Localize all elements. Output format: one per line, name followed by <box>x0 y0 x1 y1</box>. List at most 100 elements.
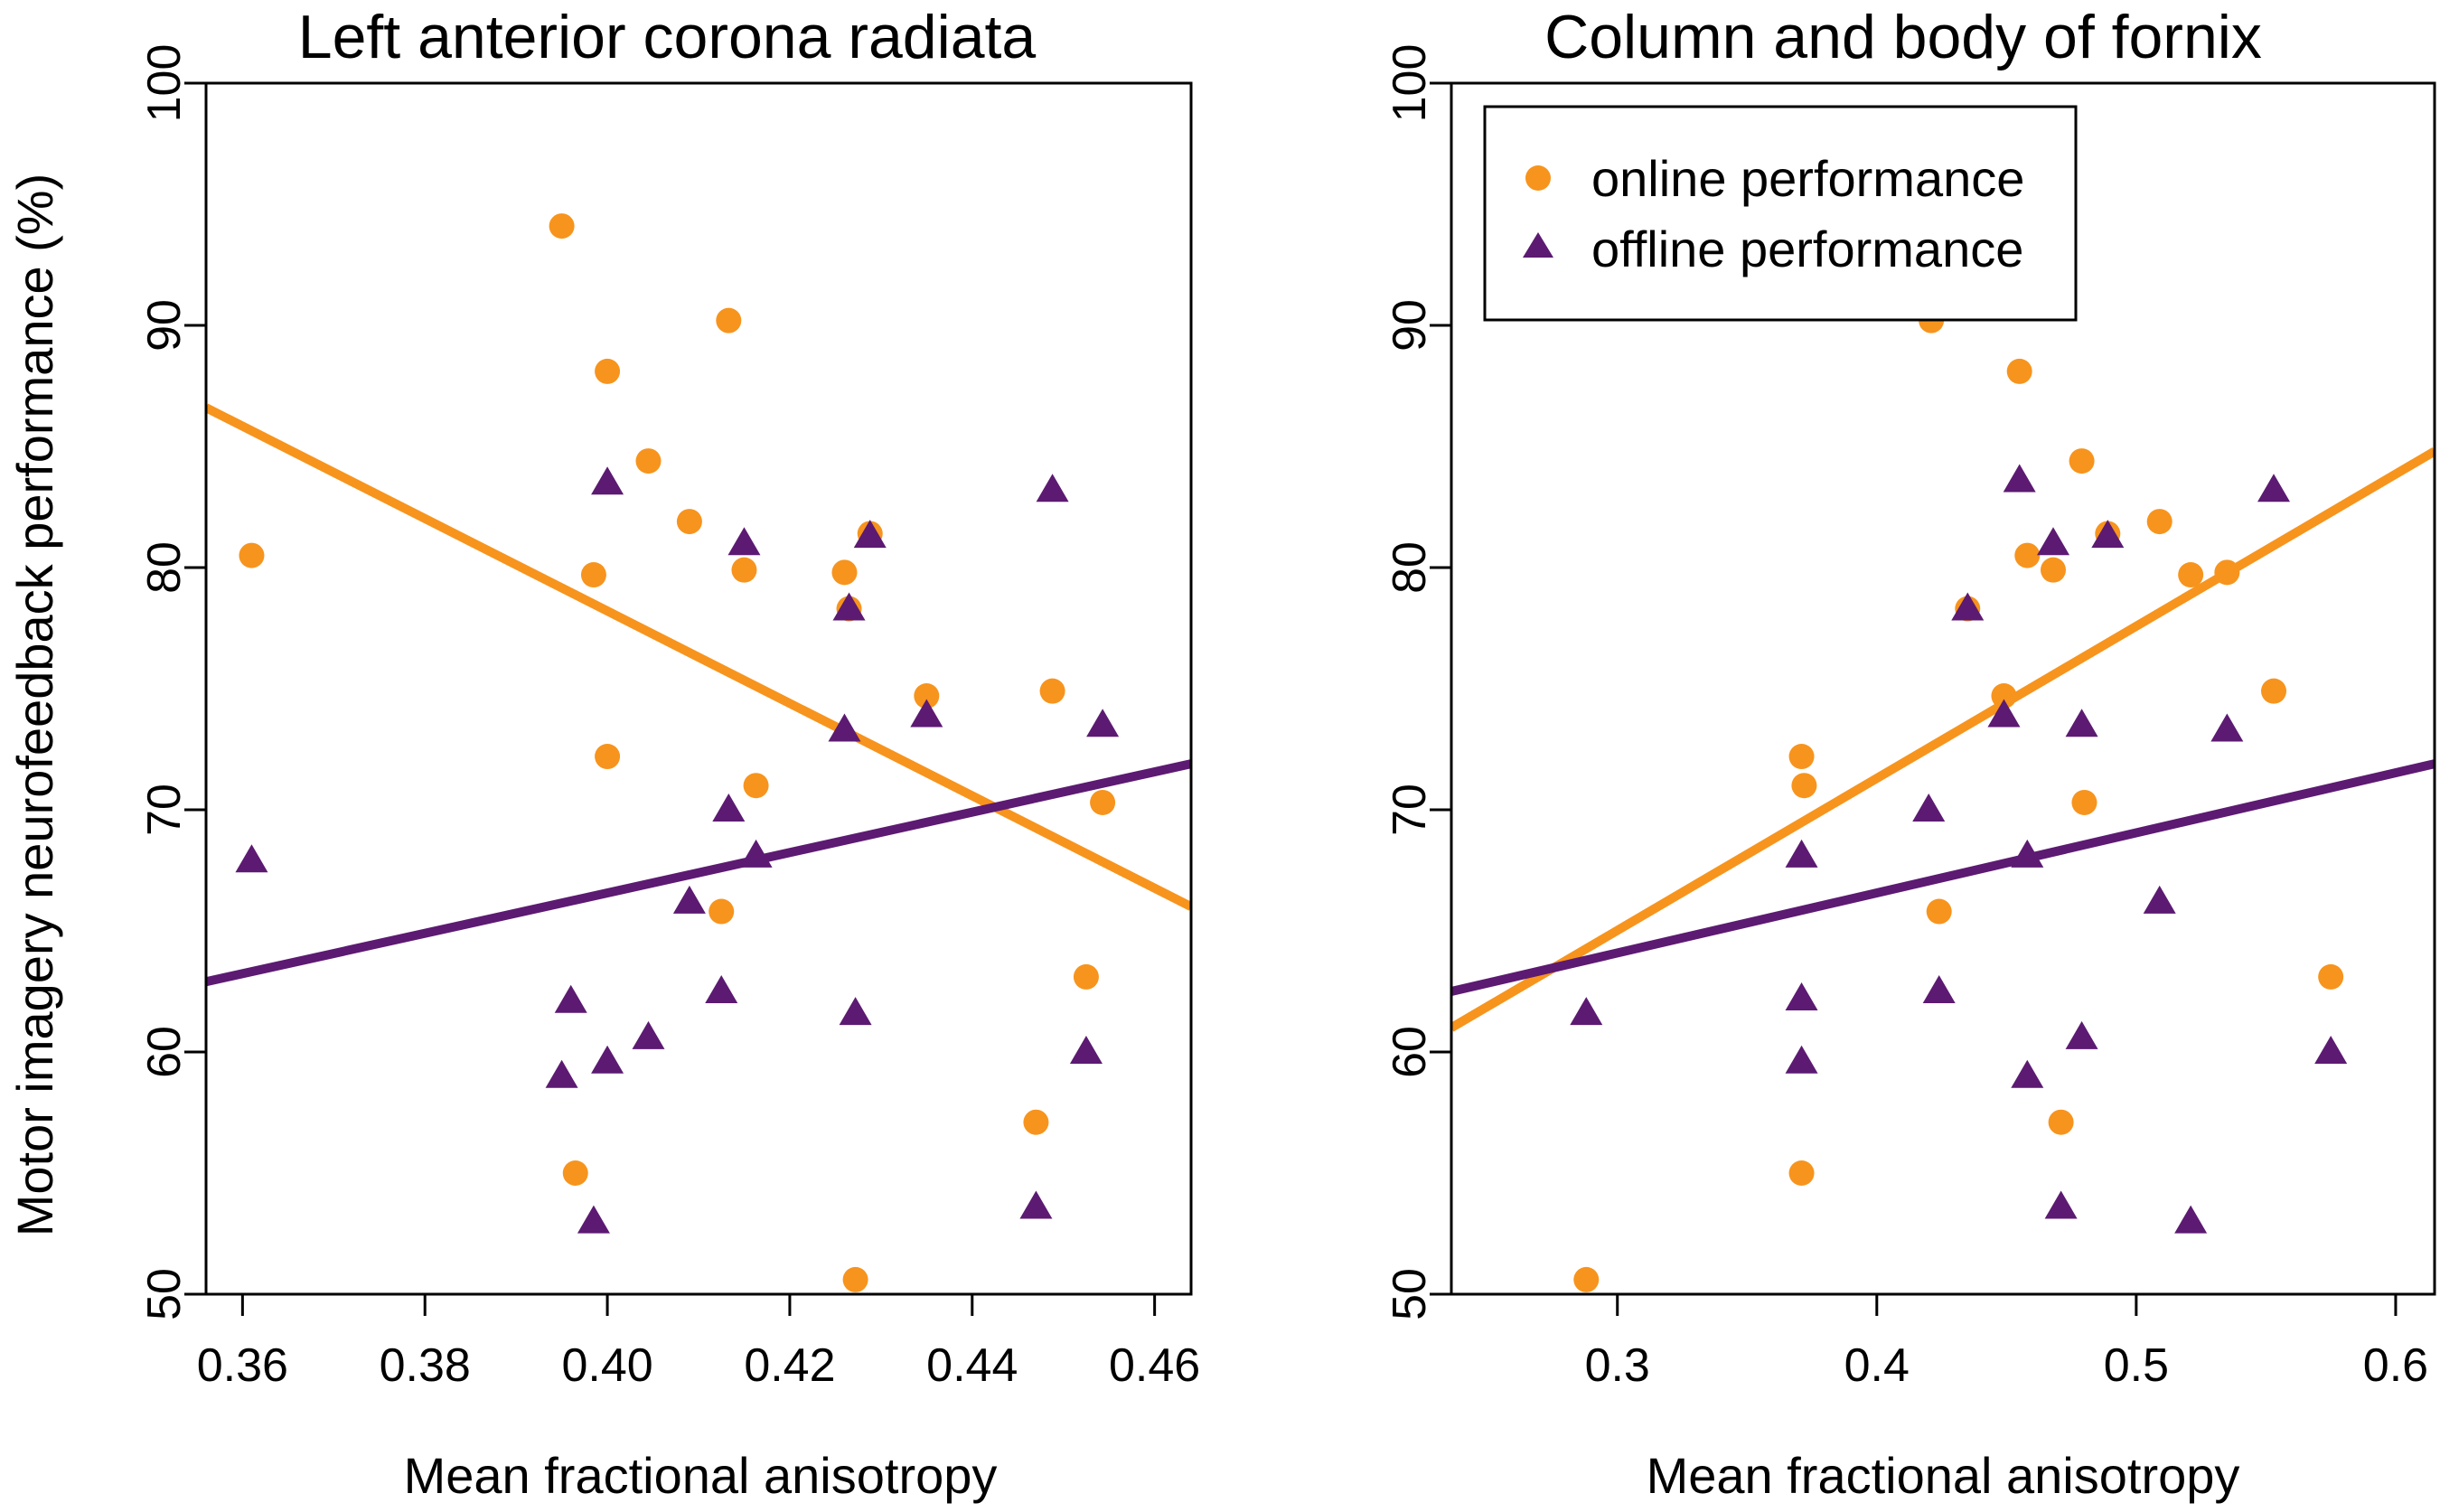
online-fit-line <box>206 403 1191 911</box>
online-point <box>1926 898 1952 925</box>
offline-point <box>1951 592 1985 621</box>
legend-online-label: online performance <box>1591 150 2024 207</box>
y-tick-label: 60 <box>1384 1026 1436 1078</box>
online-point <box>1039 678 1065 704</box>
online-point <box>1073 963 1099 990</box>
x-tick-label: 0.4 <box>1844 1339 1910 1392</box>
online-point <box>1788 744 1815 770</box>
online-point <box>914 683 940 709</box>
legend: online performance offline performance <box>1483 105 2078 322</box>
plot-marks <box>1451 307 2435 1292</box>
online-point <box>716 307 742 333</box>
panel-title: Column and body of fornix <box>1544 3 2262 71</box>
online-point <box>595 744 621 770</box>
offline-point <box>910 699 943 728</box>
online-point <box>1788 1160 1815 1186</box>
online-point <box>1090 789 1116 815</box>
online-point <box>709 898 735 925</box>
panel-left-anterior-corona-radiata: Left anterior corona radiata 0.36 0.38 0.4… <box>138 3 1200 1504</box>
offline-point <box>632 1020 665 1049</box>
offline-point <box>2143 885 2176 914</box>
online-point <box>2006 358 2032 384</box>
online-point <box>2048 1109 2074 1135</box>
online-point <box>239 542 265 568</box>
y-tick-label: 90 <box>1384 299 1436 352</box>
offline-point <box>545 1059 578 1088</box>
y-axis-label: Motor imagery neurofeedback performance … <box>6 174 63 1237</box>
online-point <box>842 1266 868 1292</box>
legend-online-marker <box>1525 165 1551 191</box>
online-point <box>831 559 858 586</box>
offline-point <box>2091 520 2125 549</box>
online-point <box>2071 789 2097 815</box>
offline-point <box>2037 527 2070 556</box>
offline-point <box>839 997 872 1026</box>
offline-point <box>1785 839 1818 868</box>
x-tick-label: 0.36 <box>197 1339 288 1392</box>
online-point <box>1573 1266 1600 1292</box>
online-point <box>1023 1109 1049 1135</box>
y-tick-label: 50 <box>1384 1268 1436 1320</box>
axis-ticks: 0.36 0.38 0.40 0.42 0.44 0.46 50 60 70 80 90 100 <box>138 44 1200 1392</box>
online-point <box>2261 678 2287 704</box>
y-tick-label: 60 <box>138 1026 191 1078</box>
x-axis-label: Mean fractional anisotropy <box>1647 1447 2240 1504</box>
online-point <box>595 358 621 384</box>
online-point <box>743 773 769 799</box>
online-point <box>1991 683 2017 709</box>
offline-point <box>2044 1190 2078 1219</box>
x-tick-label: 0.44 <box>926 1339 1018 1392</box>
online-point <box>580 562 606 588</box>
offline-point <box>832 592 866 621</box>
offline-point <box>577 1205 610 1234</box>
offline-point <box>1785 982 1818 1011</box>
offline-point <box>2011 839 2044 868</box>
x-tick-label: 0.38 <box>380 1339 471 1392</box>
online-point <box>2014 542 2041 568</box>
x-tick-label: 0.3 <box>1585 1339 1650 1392</box>
offline-point <box>2065 709 2098 737</box>
legend-offline-label: offline performance <box>1591 221 2023 277</box>
y-tick-label: 90 <box>138 299 191 352</box>
y-tick-label: 70 <box>138 784 191 836</box>
online-point <box>2041 557 2067 583</box>
offline-point <box>1987 699 2021 728</box>
online-point <box>2146 509 2173 535</box>
legend-box <box>1483 105 2078 322</box>
online-fit-line <box>1451 447 2435 1032</box>
offline-point <box>739 839 773 868</box>
online-point <box>1791 773 1817 799</box>
online-point <box>2178 562 2204 588</box>
plot-marks <box>206 213 1191 1292</box>
online-point <box>2318 963 2344 990</box>
y-tick-label: 70 <box>1384 784 1436 836</box>
offline-point <box>1036 474 1069 502</box>
offline-point <box>853 520 887 549</box>
offline-point <box>591 1045 624 1074</box>
online-point <box>2069 448 2095 474</box>
offline-point <box>712 794 746 822</box>
plot-frame <box>1450 81 2436 1296</box>
offline-point <box>2011 1059 2044 1088</box>
offline-point <box>235 844 268 873</box>
offline-fit-line <box>206 759 1191 987</box>
online-point <box>731 557 757 583</box>
offline-point <box>554 984 587 1013</box>
y-tick-label: 80 <box>138 541 191 594</box>
offline-point <box>1570 997 1603 1026</box>
y-tick-label: 100 <box>138 44 191 123</box>
offline-point <box>727 527 761 556</box>
y-tick-label: 80 <box>1384 541 1436 594</box>
y-tick-label: 100 <box>1384 44 1436 123</box>
offline-point <box>2065 1020 2098 1049</box>
x-tick-label: 0.46 <box>1109 1339 1200 1392</box>
offline-point <box>1069 1036 1103 1064</box>
offline-point <box>2174 1205 2208 1234</box>
panel-column-and-body-of-fornix: Column and body of fornix 0.3 0.4 0.5 0.6 50… <box>1384 3 2436 1504</box>
panel-title: Left anterior corona radiata <box>298 3 1037 71</box>
offline-point <box>2210 713 2244 742</box>
offline-point <box>1019 1190 1053 1219</box>
x-axis-label: Mean fractional anisotropy <box>404 1447 998 1504</box>
x-tick-label: 0.40 <box>561 1339 652 1392</box>
x-tick-label: 0.5 <box>2104 1339 2169 1392</box>
